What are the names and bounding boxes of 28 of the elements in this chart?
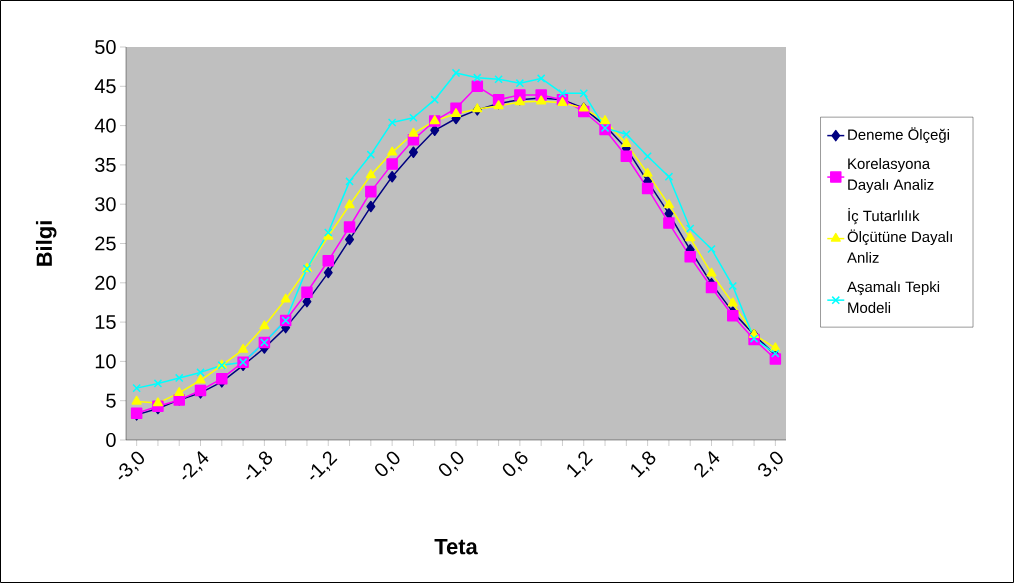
x-tick-label: -3,0 xyxy=(118,451,144,480)
y-tick-label: 30 xyxy=(95,197,116,212)
y-tick-label: 40 xyxy=(94,118,116,133)
x-tick-label: -1,2 xyxy=(310,451,338,480)
y-tick-label: 10 xyxy=(95,354,116,369)
x-tick-label: 1,8 xyxy=(631,451,656,478)
y-tick-label: 50 xyxy=(95,39,116,55)
y-tick-label: 45 xyxy=(94,79,116,94)
y-tick-label: 35 xyxy=(95,157,116,172)
y-tick-label: 20 xyxy=(95,275,116,290)
x-tick-label: 0,0 xyxy=(375,451,400,477)
legend-label: Deneme Ölçeği xyxy=(848,127,949,143)
y-tick-label: 5 xyxy=(106,393,116,408)
y-tick-label: 15 xyxy=(95,315,116,330)
x-tick-label: -2,4 xyxy=(182,451,209,480)
x-tick-label: 0,6 xyxy=(502,451,528,477)
x-tick-label: 1,2 xyxy=(567,451,593,478)
y-axis-title: Bilgi xyxy=(35,221,57,266)
y-tick-label: 0 xyxy=(106,432,116,448)
x-axis-title: Teta xyxy=(434,539,478,555)
x-tick-label: 3,0 xyxy=(758,451,783,477)
legend-label: İç Tutarlılık Ölçütüne Dayalı Anliz xyxy=(847,208,952,263)
legend-label: Korelasyona Dayalı Analiz xyxy=(848,158,934,193)
legend-label: Aşamalı Tepki Modeli xyxy=(847,281,940,314)
x-tick-label: 0,0 xyxy=(438,451,464,477)
y-tick-label: 25 xyxy=(95,236,116,251)
x-tick-label: 2,4 xyxy=(694,451,720,478)
x-tick-label: -1,8 xyxy=(246,451,273,480)
